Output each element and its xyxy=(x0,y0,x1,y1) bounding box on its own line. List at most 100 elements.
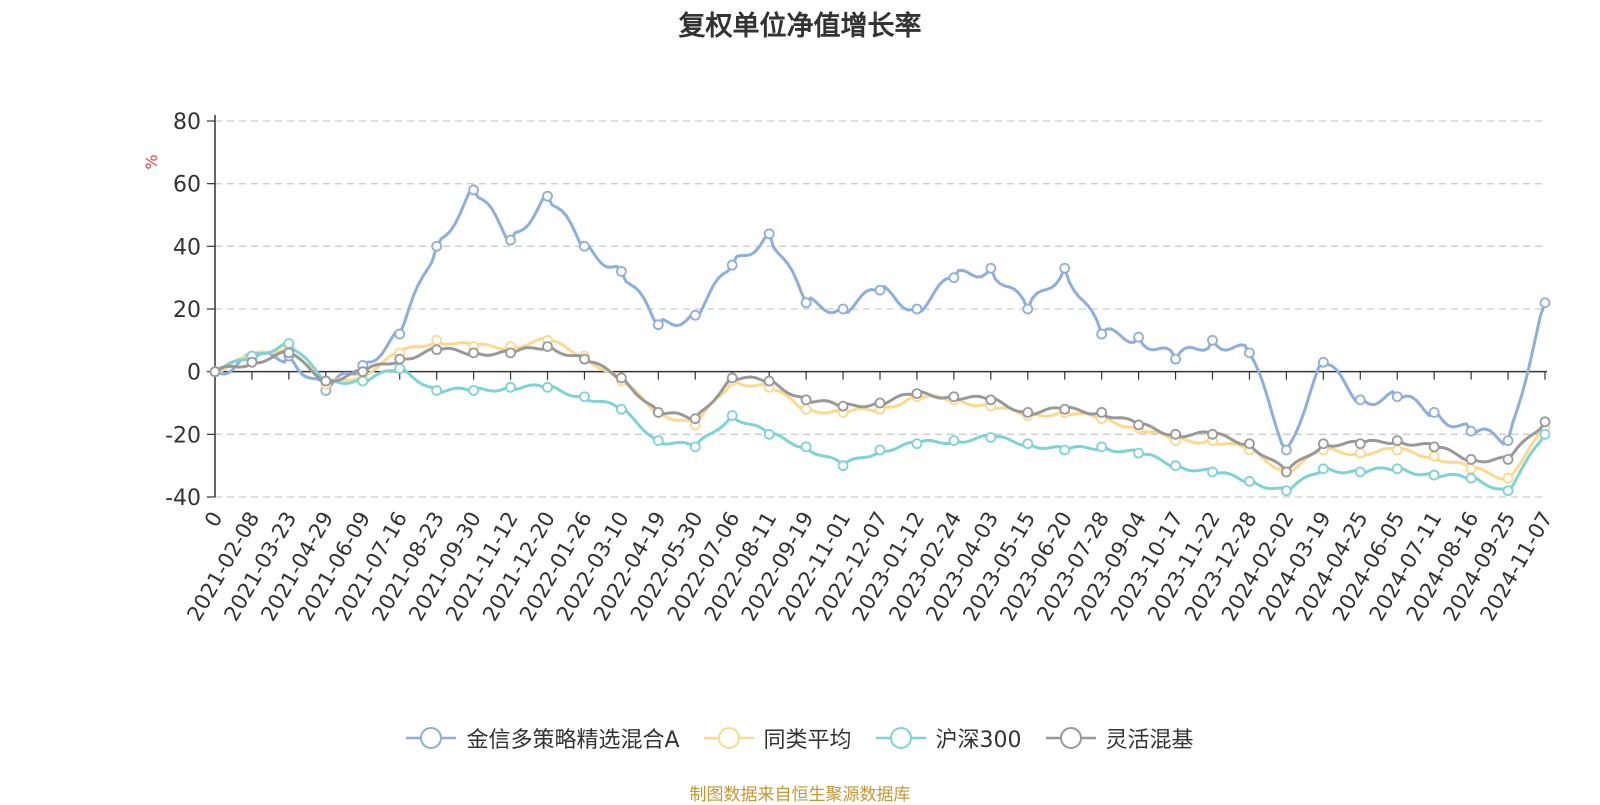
data-point xyxy=(431,344,443,356)
data-point xyxy=(837,303,849,315)
data-point xyxy=(283,347,295,359)
data-point xyxy=(1391,391,1403,403)
legend: 金信多策略精选混合A 同类平均 沪深300 灵活混基 xyxy=(0,722,1600,754)
data-point xyxy=(689,413,701,425)
legend-item[interactable]: 沪深300 xyxy=(875,722,1022,754)
data-point xyxy=(874,444,886,456)
data-point xyxy=(1096,406,1108,418)
data-point xyxy=(1022,303,1034,315)
series-line xyxy=(214,342,1547,493)
data-point xyxy=(468,184,480,196)
data-point xyxy=(615,265,627,277)
y-tick-label: 40 xyxy=(173,235,201,260)
y-axis-unit: % xyxy=(142,154,161,169)
data-point xyxy=(1428,441,1440,453)
data-point xyxy=(1096,328,1108,340)
legend-item[interactable]: 金信多策略精选混合A xyxy=(406,722,680,754)
data-point xyxy=(615,372,627,384)
data-point xyxy=(1502,485,1514,497)
data-point xyxy=(911,303,923,315)
y-tick-label: 80 xyxy=(173,110,201,135)
line-chart: -40-20020406080%02021-02-082021-03-23202… xyxy=(142,110,1557,625)
data-point xyxy=(874,397,886,409)
data-point xyxy=(505,234,516,246)
data-point xyxy=(911,438,923,450)
legend-label: 金信多策略精选混合A xyxy=(466,728,680,753)
data-point xyxy=(1059,262,1071,274)
data-point xyxy=(800,394,812,406)
data-point xyxy=(763,375,775,387)
data-point xyxy=(1391,435,1403,447)
data-point xyxy=(357,375,369,387)
data-point xyxy=(1059,403,1071,415)
data-point xyxy=(763,428,775,440)
y-tick-label: 60 xyxy=(173,173,201,198)
data-point xyxy=(1354,394,1366,406)
chart-title: 复权单位净值增长率 xyxy=(678,11,922,42)
data-point xyxy=(505,381,516,393)
data-point xyxy=(1428,450,1440,462)
data-point xyxy=(1539,416,1551,428)
data-point xyxy=(1539,297,1551,309)
legend-swatch-icon xyxy=(406,727,457,749)
data-point xyxy=(1170,460,1181,472)
data-point xyxy=(505,347,516,359)
data-point xyxy=(1207,428,1218,440)
data-point xyxy=(468,347,480,359)
data-point xyxy=(800,403,812,415)
data-point xyxy=(1059,444,1071,456)
grid-lines xyxy=(215,120,1545,498)
data-point xyxy=(726,372,738,384)
data-point xyxy=(542,381,553,393)
legend-item[interactable]: 同类平均 xyxy=(703,722,852,754)
series-0 xyxy=(209,184,1551,456)
legend-item[interactable]: 灵活混基 xyxy=(1045,722,1194,754)
axis-labels: -40-20020406080%02021-02-082021-03-23202… xyxy=(142,110,1557,625)
data-point xyxy=(911,388,923,400)
data-point xyxy=(1022,406,1034,418)
y-tick-label: 0 xyxy=(187,361,201,386)
data-point xyxy=(1244,475,1255,487)
data-point xyxy=(394,353,406,365)
data-point xyxy=(1391,463,1403,475)
data-point xyxy=(579,240,590,252)
data-point xyxy=(763,228,775,240)
data-point xyxy=(948,391,960,403)
data-point xyxy=(800,297,812,309)
data-point xyxy=(1502,472,1514,484)
data-point xyxy=(1022,438,1034,450)
data-point xyxy=(579,353,590,365)
data-point xyxy=(1317,438,1329,450)
data-point xyxy=(1096,441,1108,453)
data-point xyxy=(874,284,886,296)
data-point xyxy=(1428,406,1440,418)
data-point xyxy=(615,403,627,415)
data-point xyxy=(652,435,664,447)
data-point xyxy=(985,394,997,406)
data-source-note: 制图数据来自恒生聚源数据库 xyxy=(689,785,911,805)
legend-label: 同类平均 xyxy=(763,728,852,753)
data-point xyxy=(800,441,812,453)
data-point xyxy=(1133,447,1145,459)
data-point xyxy=(1280,485,1292,497)
data-point xyxy=(579,391,590,403)
data-point xyxy=(357,366,369,378)
data-point xyxy=(1502,435,1514,447)
data-point xyxy=(985,432,997,443)
series-3 xyxy=(209,341,1551,478)
data-point xyxy=(1354,466,1366,478)
data-point xyxy=(1354,447,1366,459)
legend-swatch-icon xyxy=(1045,727,1096,749)
data-point xyxy=(1465,472,1477,484)
data-point xyxy=(1133,331,1145,343)
data-point xyxy=(1428,469,1440,481)
data-point xyxy=(1465,425,1477,437)
data-point xyxy=(1391,444,1403,456)
y-tick-label: -20 xyxy=(165,423,201,448)
data-point xyxy=(1170,353,1181,365)
data-point xyxy=(948,435,960,447)
data-point xyxy=(431,240,443,252)
data-point xyxy=(689,309,701,321)
data-point xyxy=(283,338,295,349)
series-lines xyxy=(209,184,1551,497)
